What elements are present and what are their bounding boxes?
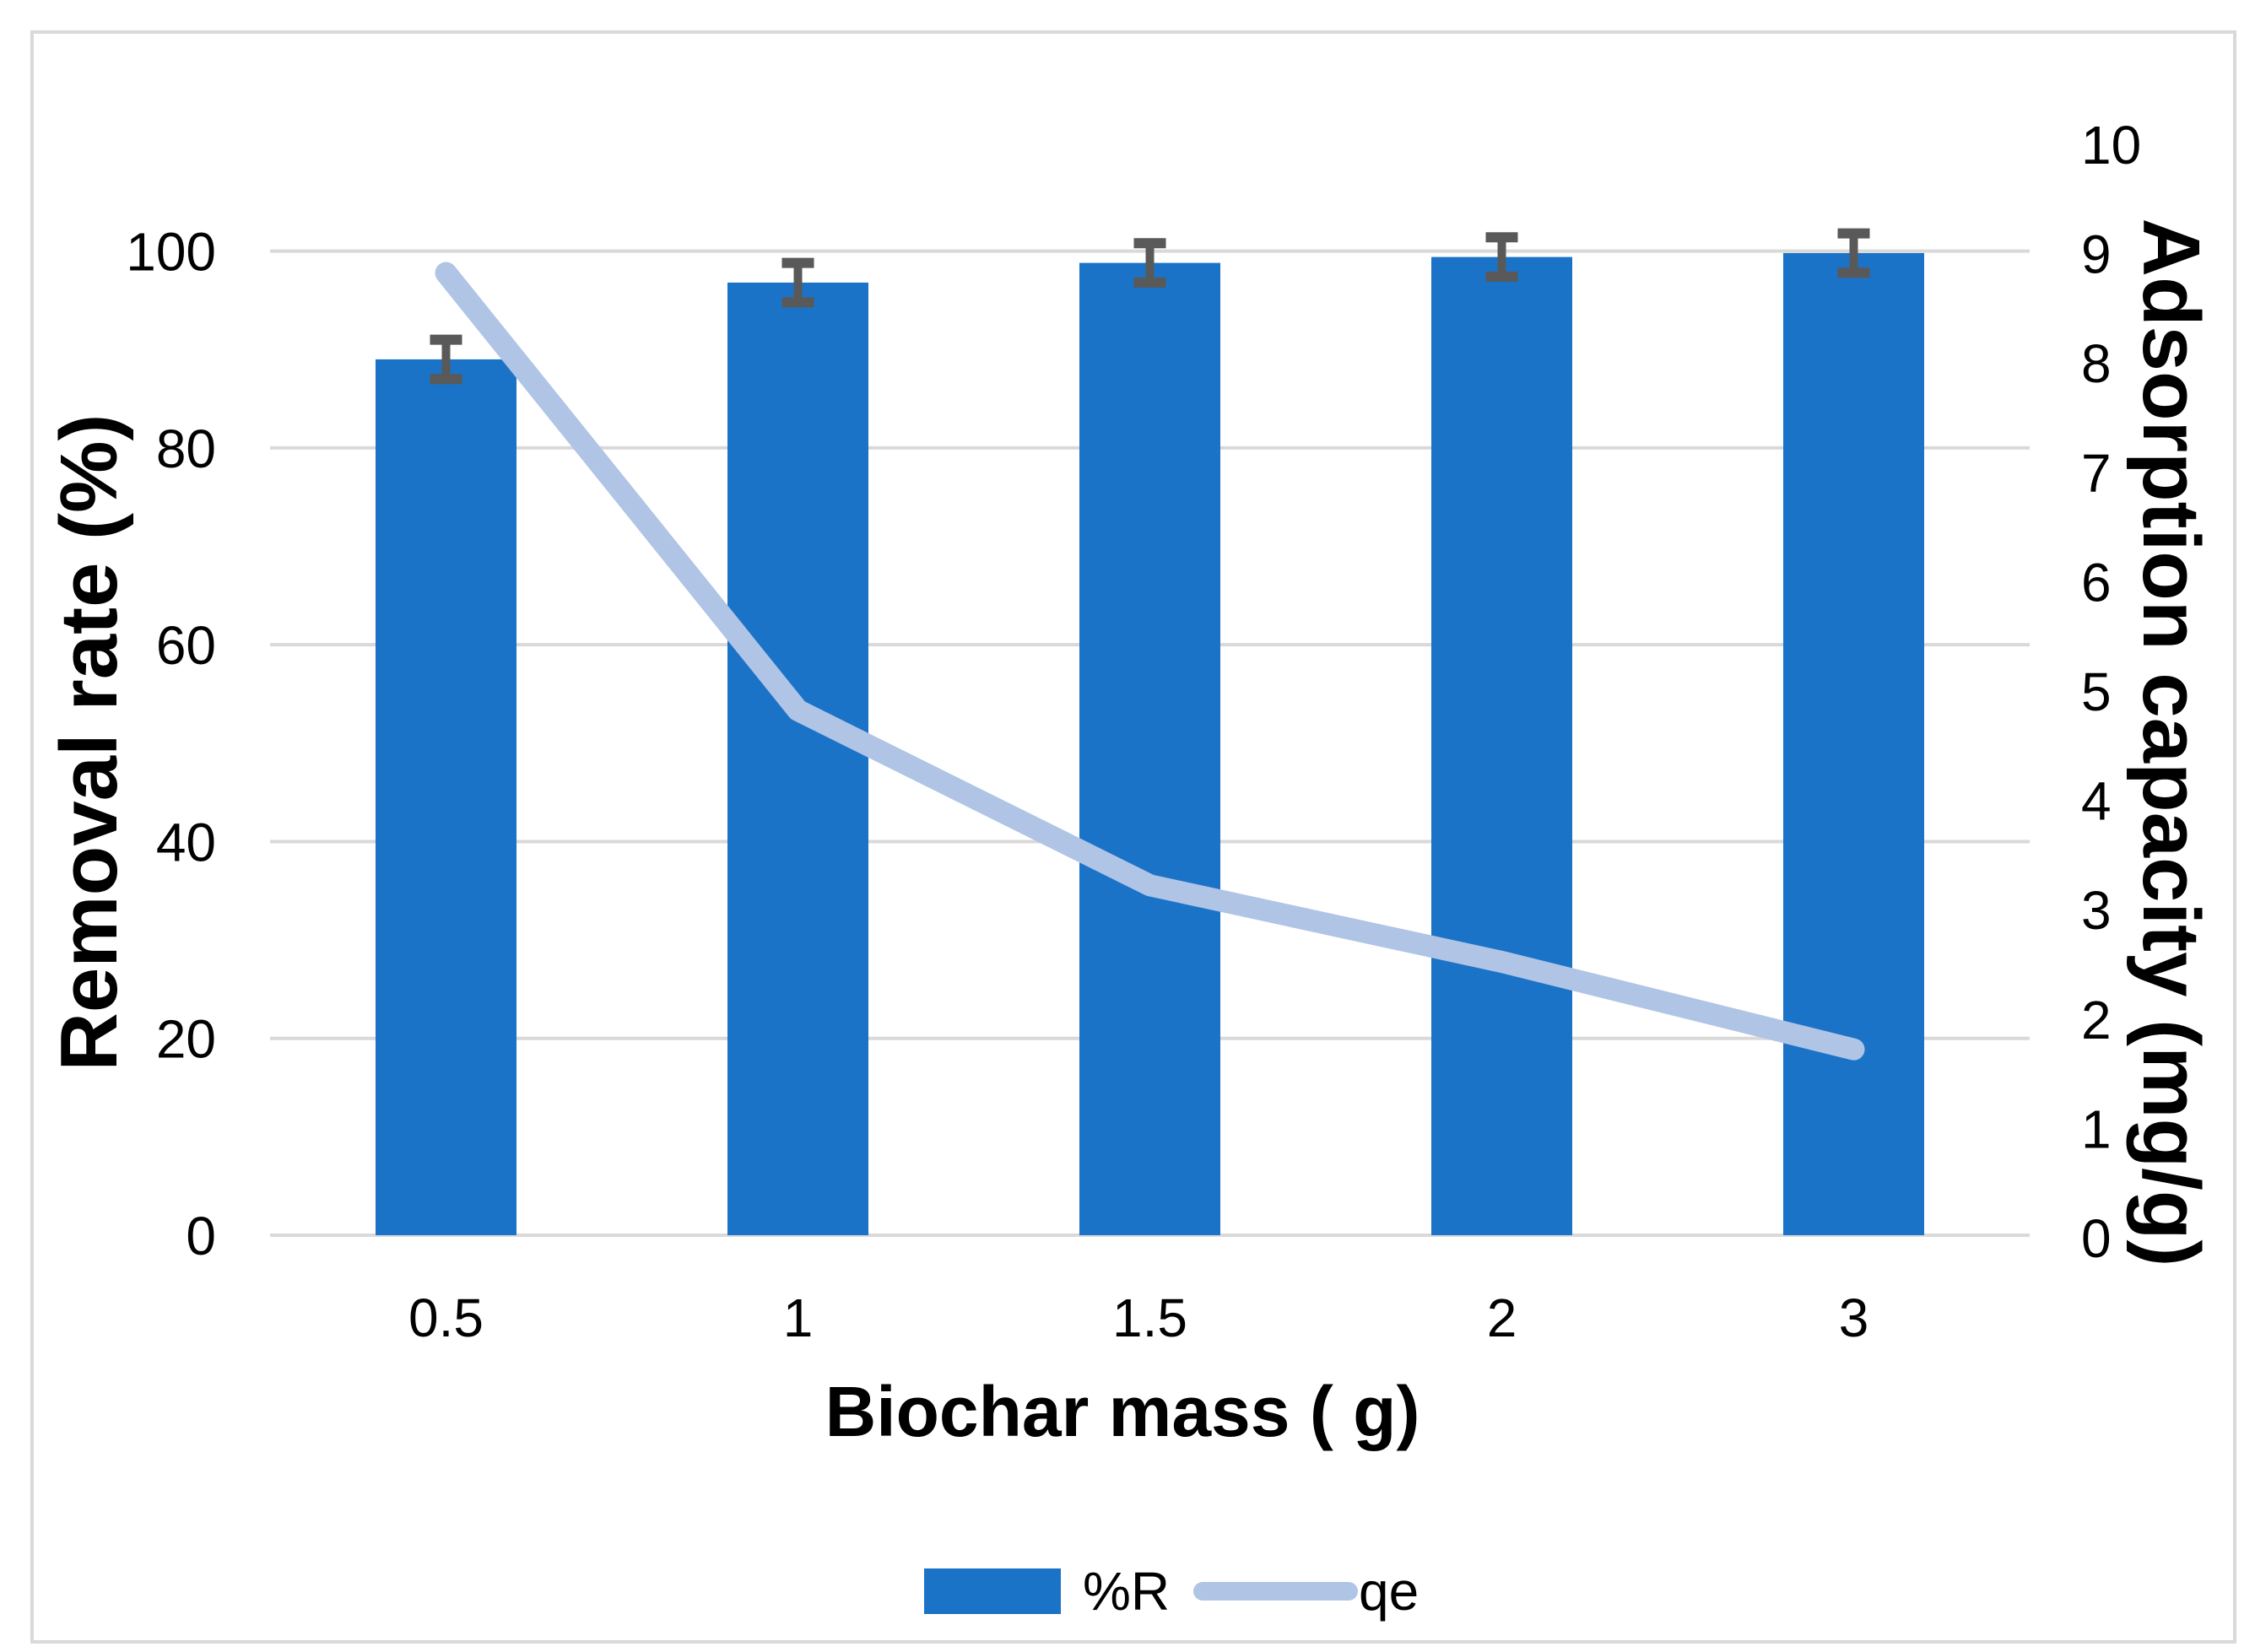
left-axis-tick-label: 80 xyxy=(156,418,216,479)
right-axis-tick-label: 5 xyxy=(2081,661,2112,722)
left-axis-tick-label: 40 xyxy=(156,812,216,872)
right-axis-tick-label: 2 xyxy=(2081,990,2112,1050)
bar-%R-1 xyxy=(727,282,868,1235)
right-axis-tick-label: 4 xyxy=(2081,771,2112,832)
left-axis-tick-label: 60 xyxy=(156,615,216,676)
bar-%R-0.5 xyxy=(376,359,516,1235)
legend-swatch-bar xyxy=(924,1568,1061,1614)
x-axis-tick-label: 2 xyxy=(1487,1288,1517,1348)
right-axis-title: Adsorption capacity (mg/g) xyxy=(2126,219,2216,1267)
legend-label-qe: qe xyxy=(1359,1561,1419,1622)
bar-%R-1.5 xyxy=(1079,262,1220,1235)
right-axis-tick-label: 7 xyxy=(2081,443,2112,504)
right-axis-tick-label: 1 xyxy=(2081,1099,2112,1159)
x-axis-title: Biochar mass ( g) xyxy=(825,1372,1420,1451)
right-axis-tick-label: 9 xyxy=(2081,224,2112,285)
chart-frame xyxy=(30,30,2236,1644)
right-axis-tick-label: 10 xyxy=(2081,115,2141,175)
right-axis-tick-label: 3 xyxy=(2081,880,2112,941)
x-axis-tick-label: 1.5 xyxy=(1112,1288,1187,1348)
left-axis-tick-label: 20 xyxy=(156,1009,216,1070)
right-axis-tick-label: 0 xyxy=(2081,1208,2112,1269)
bar-%R-3 xyxy=(1783,252,1924,1235)
right-axis-tick-label: 6 xyxy=(2081,552,2112,613)
legend-label-R: %R xyxy=(1083,1561,1170,1622)
left-axis-tick-label: 100 xyxy=(126,222,216,283)
x-axis-tick-label: 0.5 xyxy=(408,1288,484,1348)
bar-%R-2 xyxy=(1431,256,1572,1235)
left-axis-tick-label: 0 xyxy=(186,1206,216,1266)
right-axis-tick-label: 8 xyxy=(2081,333,2112,394)
qe-line xyxy=(435,262,1865,1061)
x-axis-tick-label: 1 xyxy=(783,1288,814,1348)
x-axis-tick-label: 3 xyxy=(1839,1288,1869,1348)
left-axis-title: Removal rate (%) xyxy=(44,414,134,1072)
